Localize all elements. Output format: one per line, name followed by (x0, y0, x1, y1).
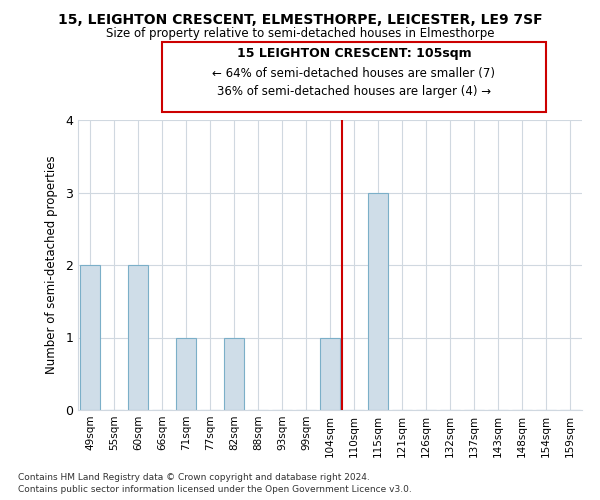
Text: 15, LEIGHTON CRESCENT, ELMESTHORPE, LEICESTER, LE9 7SF: 15, LEIGHTON CRESCENT, ELMESTHORPE, LEIC… (58, 12, 542, 26)
FancyBboxPatch shape (162, 42, 546, 112)
Bar (320, 338, 340, 410)
Bar (368, 192, 388, 410)
Text: 36% of semi-detached houses are larger (4) →: 36% of semi-detached houses are larger (… (217, 86, 491, 98)
Text: Size of property relative to semi-detached houses in Elmesthorpe: Size of property relative to semi-detach… (106, 28, 494, 40)
Bar (128, 265, 148, 410)
Text: 15 LEIGHTON CRESCENT: 105sqm: 15 LEIGHTON CRESCENT: 105sqm (236, 47, 472, 60)
Text: ← 64% of semi-detached houses are smaller (7): ← 64% of semi-detached houses are smalle… (212, 67, 496, 80)
Text: Contains HM Land Registry data © Crown copyright and database right 2024.: Contains HM Land Registry data © Crown c… (18, 472, 370, 482)
Text: Contains public sector information licensed under the Open Government Licence v3: Contains public sector information licen… (18, 485, 412, 494)
Bar (224, 338, 244, 410)
Bar (176, 338, 196, 410)
Y-axis label: Number of semi-detached properties: Number of semi-detached properties (45, 156, 58, 374)
Bar (80, 265, 100, 410)
